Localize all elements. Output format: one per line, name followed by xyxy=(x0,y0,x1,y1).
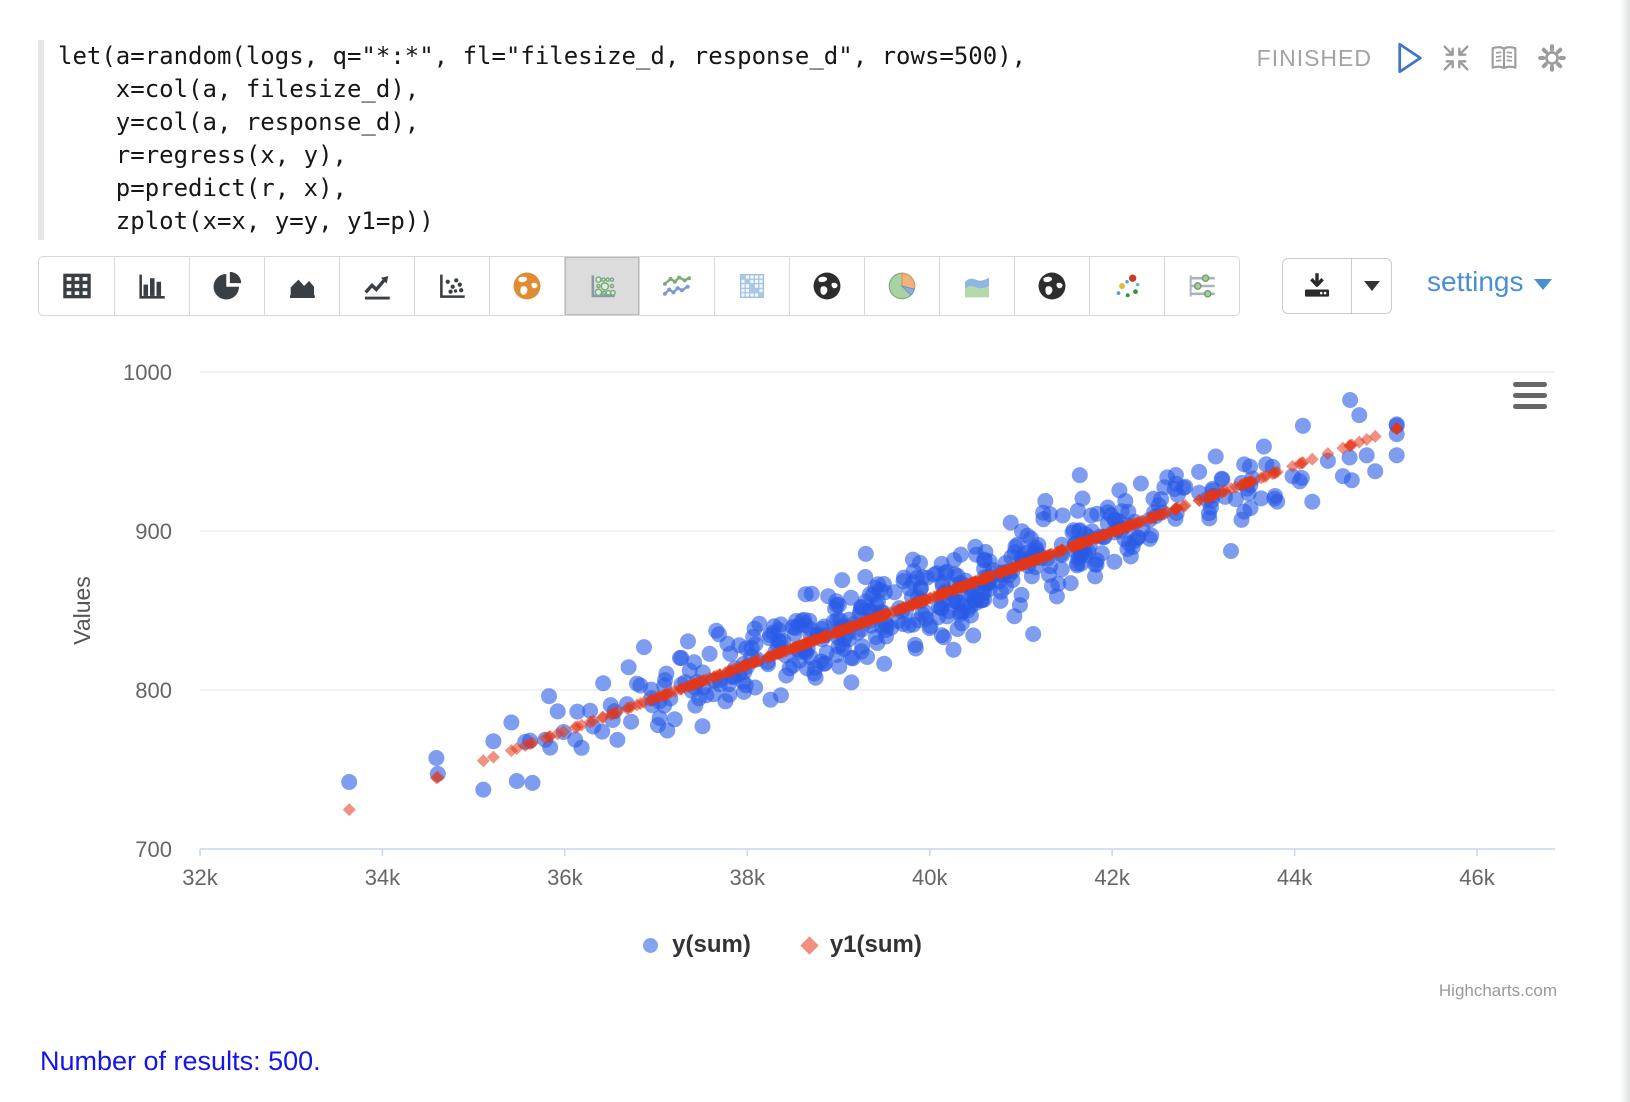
download-split-button xyxy=(1282,258,1392,314)
book-icon xyxy=(1491,46,1517,70)
svg-text:700: 700 xyxy=(135,837,172,862)
results-count-text: Number of results: 500. xyxy=(40,1046,321,1076)
diamond-marker-icon xyxy=(800,935,819,955)
download-icon xyxy=(1304,273,1330,297)
svg-text:32k: 32k xyxy=(182,865,218,890)
viz-multi-line-chart-button[interactable] xyxy=(639,257,714,315)
parallel-sliders-icon xyxy=(1189,274,1215,298)
bubble-chart-icon xyxy=(591,275,616,298)
viz-line-chart-button[interactable] xyxy=(339,257,414,315)
vertical-scrollbar[interactable] xyxy=(1620,0,1630,1102)
dot-plot-icon xyxy=(1116,274,1140,298)
play-icon xyxy=(1398,42,1422,74)
download-button[interactable] xyxy=(1282,258,1352,314)
pie-chart-colored-icon xyxy=(888,272,916,300)
settings-toggle[interactable]: settings xyxy=(1427,266,1552,298)
viz-dot-plot-button[interactable] xyxy=(1089,257,1164,315)
chevron-down-icon xyxy=(1363,281,1380,291)
viz-scatter-plot-button[interactable] xyxy=(414,257,489,315)
svg-text:Values: Values xyxy=(69,576,95,645)
area-chart-colored-icon xyxy=(964,277,990,298)
highcharts-credit-link[interactable]: Highcharts.com xyxy=(1438,981,1557,1000)
visualization-toolbar xyxy=(38,256,1240,316)
shrink-editor-button[interactable] xyxy=(1440,42,1472,74)
show-editor-button[interactable] xyxy=(1488,42,1520,74)
paragraph-settings-button[interactable] xyxy=(1536,42,1568,74)
svg-text:1000: 1000 xyxy=(123,360,172,385)
paragraph-drag-handle xyxy=(38,40,44,240)
scatter-plot-icon xyxy=(440,274,465,298)
viz-pie-chart-button[interactable] xyxy=(189,257,264,315)
svg-text:44k: 44k xyxy=(1277,865,1313,890)
map-orange-globe-icon xyxy=(513,272,541,300)
svg-text:38k: 38k xyxy=(730,865,766,890)
viz-map-button[interactable] xyxy=(489,257,564,315)
svg-text:800: 800 xyxy=(135,678,172,703)
hamburger-icon xyxy=(1513,382,1547,387)
viz-area-chart-button[interactable] xyxy=(264,257,339,315)
paragraph-status-bar: FINISHED xyxy=(1257,42,1568,74)
chart-context-menu-button[interactable] xyxy=(1513,382,1547,415)
bar-chart-icon xyxy=(139,274,165,299)
pie-chart-icon xyxy=(213,271,242,300)
viz-bar-chart-button[interactable] xyxy=(114,257,189,315)
status-badge: FINISHED xyxy=(1256,44,1372,71)
download-options-button[interactable] xyxy=(1352,258,1392,314)
legend-item-y-sum[interactable]: y(sum) xyxy=(643,931,751,959)
map-dark-globe-icon xyxy=(813,272,841,300)
legend-label: y(sum) xyxy=(672,931,751,958)
chevron-down-icon xyxy=(1533,278,1552,290)
map-dark-globe-2-icon xyxy=(1038,272,1066,300)
hamburger-icon xyxy=(1513,404,1547,409)
table-icon xyxy=(62,273,91,299)
hamburger-icon xyxy=(1513,393,1547,398)
gear-icon xyxy=(1538,44,1566,72)
line-chart-icon xyxy=(364,276,390,300)
settings-label: settings xyxy=(1427,266,1524,297)
svg-text:42k: 42k xyxy=(1094,865,1130,890)
viz-map-dark-2-button[interactable] xyxy=(1014,257,1089,315)
viz-bubble-chart-button[interactable] xyxy=(564,257,639,315)
viz-map-dark-button[interactable] xyxy=(789,257,864,315)
viz-area-colored-button[interactable] xyxy=(939,257,1014,315)
viz-heatmap-button[interactable] xyxy=(714,257,789,315)
svg-text:40k: 40k xyxy=(912,865,948,890)
svg-text:900: 900 xyxy=(135,519,172,544)
heatmap-icon xyxy=(739,273,765,299)
run-button[interactable] xyxy=(1396,42,1424,74)
viz-pie-colored-button[interactable] xyxy=(864,257,939,315)
code-editor[interactable]: let(a=random(logs, q="*:*", fl="filesize… xyxy=(58,42,1027,235)
svg-text:46k: 46k xyxy=(1459,865,1495,890)
svg-text:36k: 36k xyxy=(547,865,583,890)
legend-item-y1-sum[interactable]: y1(sum) xyxy=(800,931,922,959)
multi-line-chart-icon xyxy=(662,275,692,296)
svg-text:34k: 34k xyxy=(365,865,401,890)
legend-label: y1(sum) xyxy=(829,931,922,958)
shrink-icon xyxy=(1443,45,1469,71)
viz-table-button[interactable] xyxy=(39,257,114,315)
scatter-chart: 700 800 900 1000 32k 34k 36k 38k 40k 42k 44k 46k Val… xyxy=(69,360,1555,890)
area-chart-icon xyxy=(289,279,315,299)
viz-parallel-sliders-button[interactable] xyxy=(1164,257,1239,315)
chart-legend: y(sum) y1(sum) xyxy=(0,931,1565,959)
circle-marker-icon xyxy=(643,937,659,953)
